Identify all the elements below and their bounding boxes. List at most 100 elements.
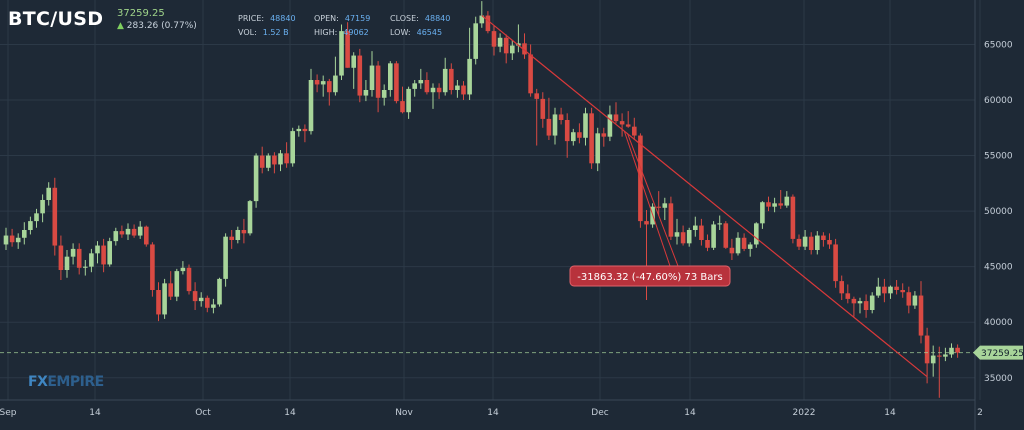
overlay: FXEMPIRE -31863.32 (-47.60%) 73 Bars 37259… [0, 15, 1024, 390]
candle-down [76, 248, 82, 268]
annotation-leader [623, 130, 671, 267]
candle-down [589, 113, 594, 164]
price-change-value: 283.26 (0.77%) [126, 21, 197, 31]
candle-up [455, 85, 460, 90]
candle-up [406, 88, 411, 113]
symbol-title: BTC/USD [8, 8, 104, 30]
watermark-fx: FX [28, 374, 48, 390]
candle-down [699, 225, 704, 240]
candle-up [162, 283, 167, 315]
watermark-empire: EMPIRE [47, 374, 103, 390]
candle-down [302, 128, 308, 132]
candle-down [156, 290, 161, 315]
candle-up [473, 23, 478, 59]
candle-down [394, 63, 399, 102]
candle-up [369, 65, 375, 90]
candle-up [693, 225, 698, 230]
candle-down [619, 121, 625, 125]
candle-up [95, 245, 100, 254]
candle-down [656, 206, 661, 208]
y-tick-label: 50000 [984, 207, 1013, 217]
candle-up [497, 37, 503, 47]
candle-down [503, 37, 509, 54]
candle-down [821, 235, 826, 240]
candle-up [15, 237, 21, 243]
y-tick-label: 35000 [984, 374, 1013, 384]
y-tick-label: 60000 [984, 96, 1013, 106]
measurement-label: -31863.32 (-47.60%) 73 Bars [577, 272, 722, 283]
candle-up [949, 347, 954, 355]
candle-down [375, 65, 381, 98]
candle-down [461, 85, 466, 95]
x-tick-label: 14 [89, 408, 101, 418]
candle-up [430, 87, 436, 93]
candle-up [784, 196, 790, 206]
candle-up [83, 266, 88, 268]
candle-down [522, 43, 527, 55]
candle-down [827, 240, 832, 245]
candle-up [735, 237, 741, 254]
trendline [481, 15, 928, 378]
stat-label: VOL: [238, 28, 257, 37]
candle-up [296, 128, 302, 132]
candle-down [644, 221, 649, 225]
candle-up [34, 213, 39, 222]
candle-down [833, 244, 838, 282]
candle-up [516, 43, 521, 46]
candle-up [266, 155, 271, 168]
candle-down [729, 247, 735, 254]
candle-up [247, 201, 253, 234]
x-tick-label: 14 [487, 408, 499, 418]
candle-up [857, 301, 863, 304]
candle-down [558, 114, 564, 120]
candle-down [839, 281, 844, 294]
candle-up [339, 31, 344, 76]
candle-down [955, 347, 960, 353]
candle-down [424, 80, 430, 93]
candle-up [711, 224, 716, 248]
candle-up [595, 133, 600, 164]
candle-down [119, 231, 125, 235]
stat-low: LOW: 46545 [390, 28, 442, 37]
candle-down [546, 118, 552, 136]
candle-up [583, 113, 588, 138]
candle-down [272, 155, 277, 165]
candle-down [400, 101, 405, 113]
x-tick-label: Sep [0, 408, 17, 418]
grid [0, 0, 981, 430]
candle-up [320, 81, 326, 85]
candle-down [900, 290, 905, 293]
candle-up [113, 231, 119, 242]
candle-up [717, 223, 722, 225]
candle-up [174, 271, 180, 297]
stat-volume: VOL: 1.52 B [238, 28, 289, 37]
x-tick-label: 2022 [793, 408, 816, 418]
candle-down [790, 196, 796, 239]
stat-open: OPEN: 47159 [314, 14, 370, 23]
candles [3, 1, 960, 398]
candle-down [9, 235, 15, 243]
y-tick-label: 65000 [984, 40, 1013, 50]
y-tick-label: 40000 [984, 318, 1013, 328]
candle-up [137, 226, 143, 236]
candle-down [229, 236, 234, 240]
y-tick-label: 55000 [984, 152, 1013, 162]
candle-down [436, 87, 442, 93]
stat-value: 1.52 B [262, 28, 289, 37]
candle-down [778, 203, 783, 206]
candle-down [449, 68, 454, 90]
candle-up [333, 75, 338, 93]
stat-label: PRICE: [238, 14, 265, 23]
candle-up [412, 83, 417, 89]
candle-down [168, 283, 173, 297]
candle-down [241, 230, 247, 234]
stat-high: HIGH: 49062 [314, 28, 369, 37]
candle-up [686, 230, 692, 244]
candle-up [70, 248, 76, 257]
stat-label: HIGH: [314, 28, 338, 37]
candle-up [217, 278, 222, 305]
candle-down [668, 203, 674, 237]
candle-down [882, 286, 887, 294]
candle-up [943, 354, 948, 357]
